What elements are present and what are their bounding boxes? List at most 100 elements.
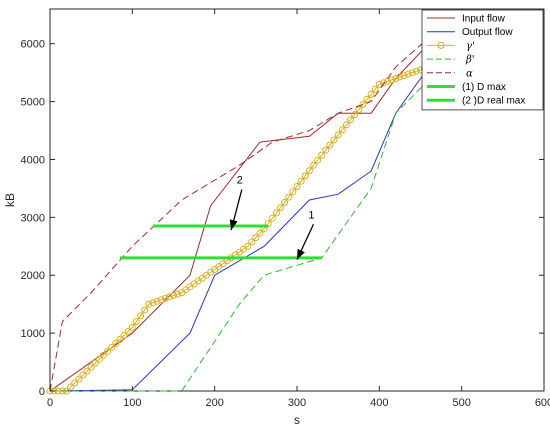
data-point	[371, 85, 379, 93]
data-point	[285, 193, 293, 201]
legend-marker	[437, 41, 445, 49]
annotation-label-1: 1	[308, 209, 314, 221]
data-point	[277, 204, 284, 212]
data-point	[351, 111, 359, 119]
data-point	[301, 172, 309, 180]
legend-item: α	[427, 68, 473, 79]
data-point	[112, 339, 120, 347]
data-point	[252, 234, 260, 242]
data-point	[281, 198, 289, 206]
legend-label: Input flow	[462, 14, 506, 25]
data-point	[137, 312, 145, 320]
data-point	[153, 297, 161, 305]
data-point	[75, 375, 83, 383]
data-point	[375, 80, 383, 88]
x-axis-title: s	[294, 413, 300, 427]
x-tick-label: 100	[123, 397, 141, 409]
legend-box	[421, 9, 544, 111]
legend-label: β'	[465, 55, 475, 66]
x-tick-label: 200	[205, 397, 223, 409]
data-point	[170, 292, 177, 299]
legend: Input flow Output flow γ' β' α (1) D max (2 )D…	[421, 9, 544, 111]
data-point	[174, 290, 182, 298]
data-point	[342, 121, 350, 129]
data-point	[314, 156, 322, 164]
x-tick-label: 500	[452, 397, 470, 409]
legend-item: Input flow	[427, 14, 506, 25]
series-series-4	[49, 11, 528, 392]
x-tick-label: 0	[47, 397, 53, 409]
y-tick-label: 2000	[21, 270, 45, 282]
data-point	[380, 79, 387, 87]
data-point	[293, 183, 301, 190]
data-point	[124, 327, 132, 335]
data-point	[272, 209, 280, 217]
legend-item: Output flow	[427, 27, 513, 38]
legend-item: γ'	[427, 41, 475, 52]
data-point	[91, 359, 99, 367]
data-point	[248, 238, 256, 246]
data-point	[83, 367, 91, 375]
legend-label: (2 )D real max	[462, 96, 525, 107]
annotation-arrow-head	[297, 248, 305, 260]
data-point	[367, 90, 375, 98]
data-point	[297, 177, 305, 185]
data-point	[396, 73, 404, 81]
data-point	[388, 76, 396, 84]
legend-label: γ'	[466, 41, 475, 52]
data-point	[116, 335, 124, 343]
data-point	[318, 151, 326, 159]
data-point	[355, 106, 363, 114]
data-point	[104, 347, 112, 355]
x-tick-label: 300	[288, 397, 306, 409]
data-point	[289, 188, 297, 196]
legend-item: (2 )D real max	[427, 96, 525, 107]
data-point	[87, 363, 95, 371]
annotation-label-2: 2	[237, 175, 243, 187]
y-tick-label: 3000	[21, 212, 45, 224]
data-point	[161, 294, 169, 302]
data-point	[157, 296, 165, 304]
data-point	[132, 318, 140, 325]
legend-label: (1) D max	[462, 82, 506, 93]
y-tick-label: 4000	[21, 154, 45, 166]
series-line	[49, 17, 528, 392]
data-point	[244, 242, 252, 250]
data-point	[120, 331, 128, 339]
data-point	[141, 306, 149, 314]
data-point	[334, 131, 342, 139]
y-axis-title: kB	[3, 193, 17, 207]
axis-layer: 0100200300400500600010002000300040005000…	[21, 9, 550, 409]
data-point	[322, 146, 330, 154]
data-point	[392, 75, 400, 82]
data-point	[310, 161, 317, 169]
data-point	[79, 371, 87, 379]
data-point	[67, 383, 75, 391]
data-point	[268, 214, 276, 222]
y-tick-label: 0	[39, 386, 45, 398]
data-point	[100, 351, 107, 359]
data-point	[404, 70, 412, 78]
legend-item: β'	[427, 55, 475, 66]
data-point	[145, 300, 153, 308]
y-tick-label: 5000	[21, 97, 45, 109]
data-point	[305, 167, 313, 175]
data-point	[128, 323, 136, 331]
data-point	[149, 299, 157, 307]
series-output-flow	[49, 17, 528, 392]
annotation-arrow-head	[229, 219, 238, 231]
x-tick-label: 400	[370, 397, 388, 409]
data-point	[330, 136, 338, 144]
data-point	[71, 379, 79, 387]
y-tick-label: 1000	[21, 328, 45, 340]
data-point	[165, 293, 173, 301]
data-point	[95, 355, 103, 363]
annotation-layer: 12	[229, 175, 315, 260]
legend-item: (1) D max	[427, 82, 506, 93]
data-point	[326, 141, 334, 149]
data-point	[108, 343, 116, 351]
data-point	[363, 95, 371, 103]
legend-label: α	[466, 68, 473, 79]
series-line	[49, 11, 528, 392]
